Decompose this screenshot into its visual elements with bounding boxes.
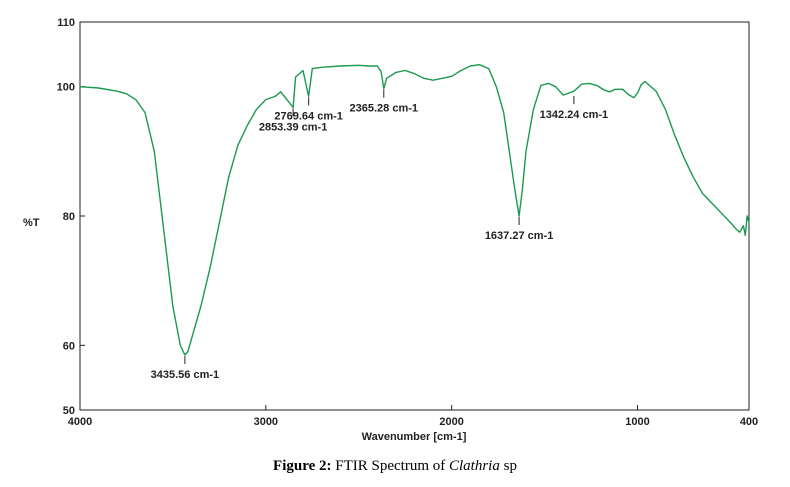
caption-suffix: sp [499, 458, 517, 474]
y-tick-label: 80 [63, 211, 75, 223]
peak-label: 1637.27 cm-1 [485, 230, 554, 242]
x-axis-label: Wavenumber [cm-1] [362, 431, 467, 443]
caption-text: FTIR Spectrum of [331, 458, 449, 474]
plot-frame [79, 21, 750, 411]
x-tick-label: 400 [740, 416, 758, 428]
peak-label: 2853.39 cm-1 [259, 121, 328, 133]
peak-label: 3435.56 cm-1 [151, 369, 220, 381]
y-tick-label: 110 [57, 17, 75, 29]
x-tick-label: 1000 [625, 416, 649, 428]
y-tick-label: 60 [63, 340, 75, 352]
spectrum-line [79, 64, 750, 356]
x-tick-label: 3000 [254, 416, 278, 428]
ftir-chart: 4000 3000 2000 1000 400 50 60 80 100 110 3435.56 … [23, 17, 759, 443]
y-tick-label: 100 [57, 82, 75, 94]
y-tick-label: 50 [63, 405, 75, 417]
y-axis-label: %T [23, 217, 40, 229]
peak-label: 2365.28 cm-1 [350, 103, 419, 115]
series-layer [79, 64, 750, 356]
x-tick-label: 4000 [68, 416, 92, 428]
figure-caption: Figure 2: FTIR Spectrum of Clathria sp [0, 458, 790, 475]
figure-label: Figure 2: [273, 458, 332, 474]
peak-label: 2769.64 cm-1 [274, 110, 343, 122]
caption-species: Clathria [449, 458, 500, 474]
peak-label: 1342.24 cm-1 [540, 109, 609, 121]
x-tick-label: 2000 [439, 416, 463, 428]
axis-ticks: 4000 3000 2000 1000 400 50 60 80 100 110 [57, 17, 759, 428]
